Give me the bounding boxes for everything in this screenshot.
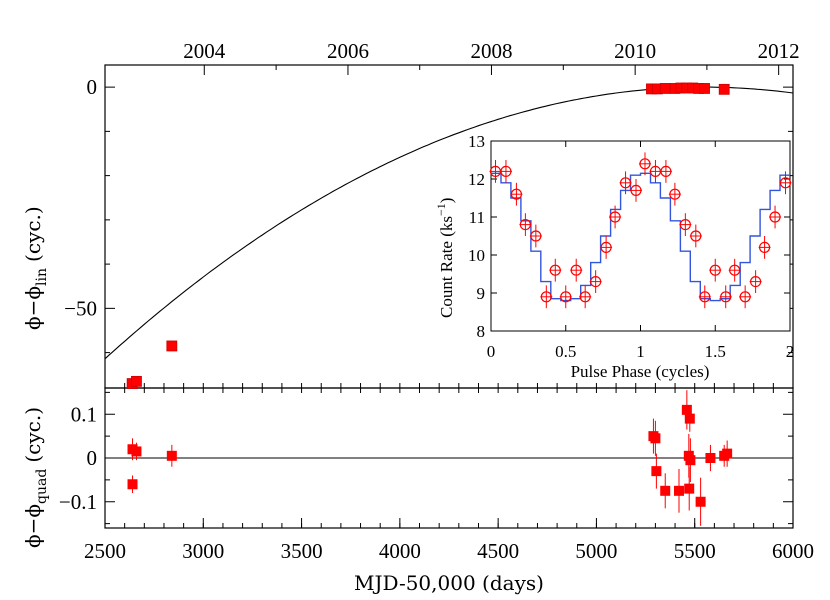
inset-data-point <box>758 241 771 253</box>
bottom-xlabel: MJD-50,000 (days) <box>354 571 544 595</box>
inset-data-point <box>690 230 702 242</box>
top-ylabel: ϕ−ϕlin (cyc.) <box>21 206 50 330</box>
top-data-point <box>718 83 730 95</box>
bottom-data-point <box>660 485 671 496</box>
top-panel-ticks: 2004 2006 2008 2010 2012 0 −50 <box>64 39 800 354</box>
inset-data-point <box>699 291 711 303</box>
inset-data-point <box>709 264 721 276</box>
bottom-y-tick-label: −0.1 <box>59 490 97 514</box>
inset-data-point <box>590 276 602 288</box>
bottom-x-tick-label: 5000 <box>575 539 617 563</box>
bottom-x-tick-label: 6000 <box>772 539 814 563</box>
inset-data-point <box>540 291 552 303</box>
inset-data-point <box>570 264 582 276</box>
top-data-point <box>131 375 142 387</box>
inset-data-point <box>729 264 741 276</box>
inset-y-tick-label: 10 <box>468 246 485 265</box>
inset-y-tick-label: 12 <box>468 170 485 189</box>
inset-ylabel-close: ) <box>437 198 456 204</box>
bottom-data-point <box>166 450 177 461</box>
inset-data-point <box>739 291 751 303</box>
inset-data-point <box>769 211 781 223</box>
inset-data-point <box>609 211 621 223</box>
bottom-x-tick-label: 3500 <box>281 539 323 563</box>
inset-data-point <box>669 188 681 200</box>
top-ylabel-sub: lin <box>34 268 50 286</box>
top-data-point <box>659 83 671 94</box>
bottom-data-point <box>684 483 695 494</box>
top-data-point <box>699 83 710 94</box>
inset-y-tick-label: 9 <box>477 284 486 303</box>
inset-data-point <box>510 188 523 200</box>
bottom-panel-ticks: 2500 3000 3500 4000 4500 5000 5500 6000 0.1 0 −0.1 <box>59 383 814 563</box>
bottom-y-tick-label: 0.1 <box>71 402 97 426</box>
bottom-x-tick-label: 3000 <box>182 539 224 563</box>
bottom-data-point <box>695 496 706 507</box>
bottom-y-tick-label: 0 <box>87 446 98 470</box>
top-ylabel-main: ϕ−ϕ <box>21 286 45 330</box>
bottom-ylabel-main: ϕ−ϕ <box>21 504 45 548</box>
inset-data-point <box>630 184 642 196</box>
top-year-tick-label: 2012 <box>758 39 800 63</box>
bottom-data-point <box>685 455 696 466</box>
top-y-tick-label: −50 <box>64 296 97 320</box>
bottom-data-point <box>722 448 733 459</box>
inset-xlabel: Pulse Phase (cycles) <box>571 362 710 381</box>
inset-data-point <box>500 165 512 177</box>
inset-data-point <box>639 158 651 170</box>
inset-data-point <box>560 291 572 303</box>
top-year-tick-label: 2010 <box>614 39 656 63</box>
inset-x-tick-label: 1 <box>636 342 645 361</box>
bottom-x-tick-label: 4500 <box>477 539 519 563</box>
inset-data-point <box>579 291 591 303</box>
top-data-point <box>166 340 178 352</box>
bottom-ylabel-unit: (cyc.) <box>21 407 45 463</box>
top-panel-points <box>126 82 730 389</box>
bottom-data-point <box>650 433 661 444</box>
bottom-x-tick-label: 4000 <box>379 539 421 563</box>
bottom-data-point <box>673 485 684 496</box>
inset-data-point <box>530 230 542 242</box>
bottom-data-point <box>131 446 142 457</box>
bottom-ylabel-sub: quad <box>34 469 50 504</box>
inset-y-tick-label: 11 <box>469 208 485 227</box>
bottom-data-point <box>684 413 695 424</box>
inset-y-tick-label: 8 <box>477 322 486 341</box>
inset-data-point <box>720 291 732 303</box>
inset-x-tick-label: 0 <box>487 342 496 361</box>
bottom-data-point <box>705 453 716 463</box>
inset-data-point <box>679 219 691 231</box>
bottom-x-tick-label: 5500 <box>674 539 716 563</box>
inset-data-point <box>549 264 561 276</box>
inset-x-tick-label: 2 <box>786 342 795 361</box>
bottom-ylabel: ϕ−ϕquad (cyc.) <box>21 407 50 548</box>
top-ylabel-unit: (cyc.) <box>21 206 45 262</box>
top-year-tick-label: 2006 <box>327 39 369 63</box>
inset-data-point <box>750 276 762 288</box>
inset-data-point <box>619 177 632 189</box>
inset-data-point <box>779 177 792 189</box>
bottom-data-point <box>127 479 138 490</box>
inset-x-tick-label: 1.5 <box>705 342 726 361</box>
bottom-panel-points <box>127 390 733 526</box>
inset-x-tick-label: 0.5 <box>555 342 576 361</box>
inset-data-point <box>660 165 672 177</box>
inset-y-tick-label: 13 <box>468 132 485 151</box>
inset-model-line <box>491 172 790 302</box>
inset-data-point <box>600 241 612 253</box>
bottom-data-point <box>651 466 662 477</box>
inset-data-points <box>489 152 792 309</box>
top-y-tick-label: 0 <box>87 75 98 99</box>
inset-data-point <box>519 219 531 231</box>
inset-ylabel-main: Count Rate (ks <box>437 216 456 318</box>
inset-ticks: 0 0.5 1 1.5 2 8 9 10 11 12 13 <box>468 132 794 361</box>
inset-ylabel: Count Rate (ks−1) <box>434 198 456 318</box>
top-year-tick-label: 2004 <box>183 39 226 63</box>
bottom-x-tick-label: 2500 <box>84 539 126 563</box>
inset-ylabel-sup: −1 <box>434 203 448 216</box>
inset-chart: 0 0.5 1 1.5 2 8 9 10 11 12 13 Pulse Phase (cycles)… <box>434 132 794 381</box>
top-year-tick-label: 2008 <box>470 39 512 63</box>
bottom-data-point <box>681 404 692 415</box>
